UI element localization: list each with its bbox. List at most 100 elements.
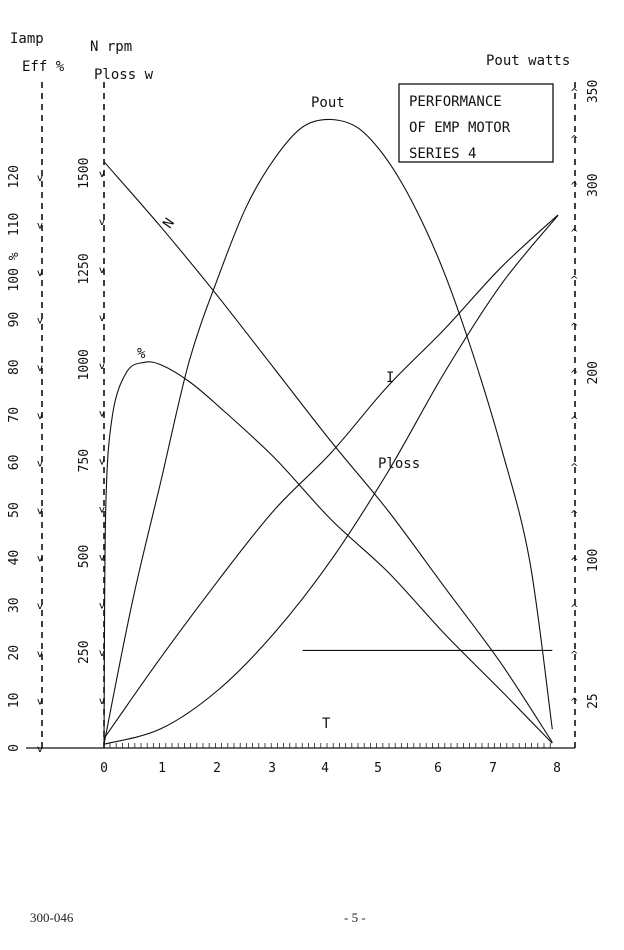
axis-tick-marks: v v v v v v v v v v v v v v v v v v v v v v v v v ^ ^ ^ ^ ^ ^ ^ ^ ^ ^ ^ ^ ^ ^ (37, 87, 578, 755)
rpm-axis-tick-500: 500 (77, 545, 92, 568)
rpm-axis-mark: v (99, 217, 105, 228)
left-axis-tick-80: 80 (7, 359, 22, 375)
pout-axis-mark: ^ (570, 463, 578, 474)
pout-axis-mark: ^ (570, 510, 578, 521)
left-axis-tick-20: 20 (7, 645, 22, 661)
pout-axis-mark: ^ (570, 603, 578, 614)
left-axis-mark: v (37, 173, 43, 184)
left-axis-tick-30: 30 (7, 597, 22, 613)
chart-title-line-2: OF EMP MOTOR (409, 120, 511, 136)
rpm-axis-mark: v (99, 265, 105, 276)
rpm-axis-tick-1000: 1000 (77, 349, 92, 380)
x-tick-label-0: 0 (100, 761, 108, 776)
rpm-axis-tick-1500: 1500 (77, 158, 92, 189)
series-label-ploss: Ploss (378, 456, 420, 472)
pout-axis-tick-25: 25 (586, 693, 601, 709)
left-axis-tick-110: 110 (7, 213, 22, 236)
pout-axis-mark: ^ (570, 134, 578, 145)
rpm-axis-tick-750: 750 (77, 449, 92, 472)
axis-label-ploss: Ploss w (94, 67, 154, 83)
left-axis-tick-60: 60 (7, 455, 22, 471)
x-tick-label-5: 5 (374, 761, 382, 776)
pout-axis-mark: ^ (570, 87, 578, 98)
rpm-axis-tick-labels: 250 500 750 1000 1250 1500 (77, 158, 92, 664)
rpm-axis-mark: v (99, 169, 105, 180)
left-axis-tick-50: 50 (7, 502, 22, 518)
pout-axis-tick-200: 200 (586, 361, 601, 384)
axis-label-rpm: N rpm (90, 39, 132, 55)
rpm-axis-mark: v (99, 457, 105, 468)
left-axis-mark: v (37, 316, 43, 327)
x-tick-label-2: 2 (213, 761, 221, 776)
series-i-line (103, 214, 559, 739)
left-axis-tick-70: 70 (7, 407, 22, 423)
series-eff-line (103, 361, 553, 749)
left-axis-mark: v (37, 411, 43, 422)
series-ploss-line (103, 215, 559, 745)
left-axis-tick-90: 90 (7, 312, 22, 328)
pout-axis-mark: ^ (570, 322, 578, 333)
data-series (103, 118, 559, 749)
chart-title-line-1: PERFORMANCE (409, 94, 502, 110)
axis-label-pout: Pout watts (486, 53, 570, 69)
x-tick-label-4: 4 (321, 761, 329, 776)
pout-axis-mark: ^ (570, 416, 578, 427)
series-n-line (103, 161, 553, 743)
x-tick-label-7: 7 (489, 761, 497, 776)
left-axis-mark: v (37, 744, 43, 755)
x-tick-label-8: 8 (553, 761, 561, 776)
rpm-axis-tick-250: 250 (77, 640, 92, 663)
pout-axis-mark: ^ (570, 181, 578, 192)
pout-axis-tick-300: 300 (586, 173, 601, 196)
left-axis-mark: v (37, 649, 43, 660)
series-label-eff: % (137, 346, 146, 362)
rpm-axis-mark: v (99, 505, 105, 516)
x-tick-labels: 0 1 2 3 4 5 6 7 8 (100, 761, 561, 776)
pout-axis-tick-labels: 25 100 200 300 350 (586, 80, 601, 709)
rpm-axis-mark: v (99, 313, 105, 324)
left-axis-mark: v (37, 458, 43, 469)
document-number: 300-046 (30, 910, 74, 925)
pout-axis-mark: ^ (570, 697, 578, 708)
rpm-axis-mark: v (99, 648, 105, 659)
axis-label-eff: Eff % (22, 59, 65, 75)
left-axis-tick-40: 40 (7, 550, 22, 566)
x-tick-label-3: 3 (268, 761, 276, 776)
left-axis-tick-120: 120 (7, 165, 22, 188)
rpm-axis-mark: v (99, 696, 105, 707)
rpm-axis-mark: v (99, 600, 105, 611)
pout-axis-mark: ^ (570, 228, 578, 239)
page-number: - 5 - (344, 910, 366, 925)
x-axis-label-t: T (322, 716, 331, 732)
left-axis-tick-100: 100 % (7, 252, 22, 291)
pout-axis-tick-100: 100 (586, 549, 601, 572)
rpm-axis-mark: v (99, 409, 105, 420)
left-axis-tick-10: 10 (7, 693, 22, 709)
x-tick-label-6: 6 (434, 761, 442, 776)
series-label-i: I (386, 370, 394, 386)
chart-title-line-3: SERIES 4 (409, 146, 476, 162)
left-axis-mark: v (37, 506, 43, 517)
series-label-pout: Pout (311, 95, 345, 111)
pout-axis-mark: ^ (570, 275, 578, 286)
left-axis-mark: v (37, 601, 43, 612)
rpm-axis-mark: v (99, 552, 105, 563)
left-axis-mark: v (37, 554, 43, 565)
axis-label-iamp: Iamp (10, 31, 44, 47)
pout-axis-mark: ^ (570, 556, 578, 567)
left-axis-tick-labels: 0 10 20 30 40 50 60 70 80 90 100 % 110 120 (7, 165, 22, 752)
x-tick-label-1: 1 (158, 761, 166, 776)
left-axis-tick-0: 0 (7, 744, 22, 752)
rpm-axis-mark: v (99, 361, 105, 372)
pout-axis-tick-350: 350 (586, 80, 601, 103)
pout-axis-mark: ^ (570, 369, 578, 380)
chart-title-box: PERFORMANCE OF EMP MOTOR SERIES 4 (398, 83, 554, 163)
series-pout-line (103, 118, 553, 745)
pout-axis-mark: ^ (570, 650, 578, 661)
rpm-axis-tick-1250: 1250 (77, 253, 92, 284)
left-axis-mark: v (37, 696, 43, 707)
left-axis-mark: v (37, 220, 43, 231)
left-axis-mark: v (37, 268, 43, 279)
left-axis-mark: v (37, 363, 43, 374)
